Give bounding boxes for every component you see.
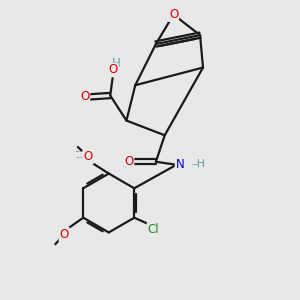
Text: O: O xyxy=(80,91,89,103)
Text: O: O xyxy=(169,8,178,21)
Text: O: O xyxy=(124,155,134,168)
Text: H: H xyxy=(112,57,121,70)
Text: O: O xyxy=(83,150,93,163)
Text: methoxy: methoxy xyxy=(76,151,82,152)
Text: O: O xyxy=(109,63,118,76)
Text: –H: –H xyxy=(192,159,206,170)
Text: methoxy: methoxy xyxy=(76,157,82,158)
Text: Cl: Cl xyxy=(148,223,159,236)
Text: O: O xyxy=(82,152,91,165)
Text: N: N xyxy=(176,158,184,171)
Text: O: O xyxy=(59,228,69,241)
